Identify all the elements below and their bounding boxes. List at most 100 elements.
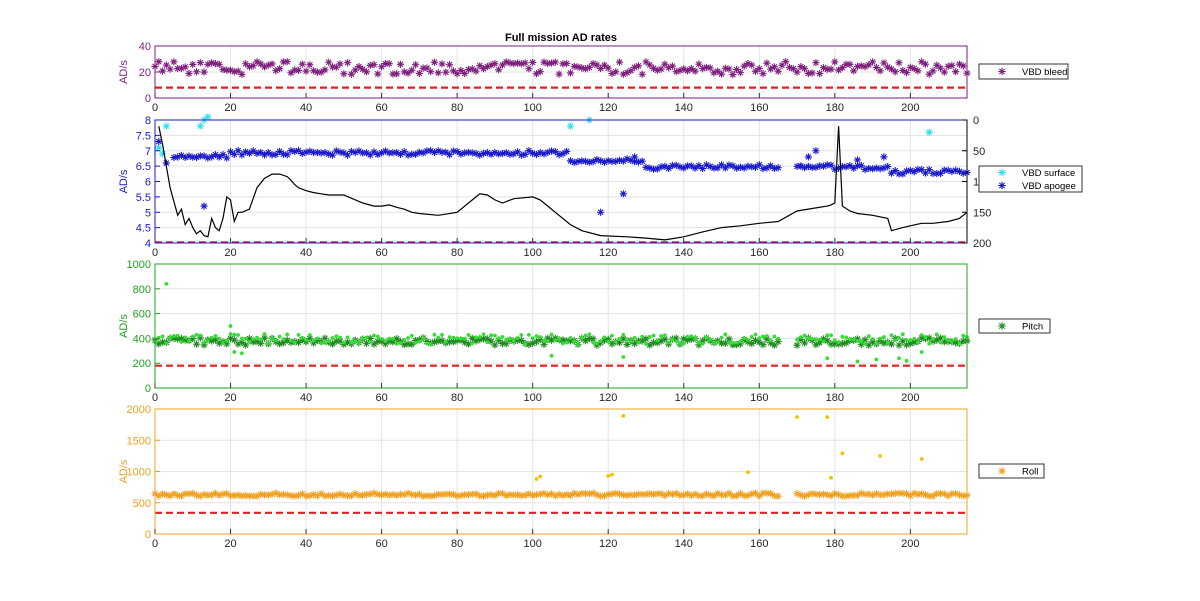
- data-point: [272, 67, 280, 75]
- data-point: [801, 339, 809, 347]
- data-point: [393, 148, 401, 157]
- data-point: [952, 166, 960, 174]
- data-point: [449, 147, 457, 155]
- data-point: [887, 169, 896, 177]
- data-point: [453, 147, 461, 156]
- data-point: [600, 61, 609, 69]
- data-point: [923, 335, 928, 340]
- data-point: [181, 153, 189, 162]
- data-point: [661, 60, 669, 68]
- data-point: [277, 334, 282, 339]
- data-point: [934, 332, 939, 337]
- data-point: [317, 489, 325, 498]
- data-point: [264, 149, 272, 157]
- data-point: [427, 68, 435, 76]
- data-point: [895, 59, 903, 67]
- data-point: [910, 64, 918, 73]
- data-point: [459, 336, 463, 341]
- data-point: [315, 336, 320, 341]
- data-point: [298, 149, 306, 158]
- data-point: [517, 60, 525, 68]
- data-point: [593, 155, 601, 164]
- data-point: [285, 332, 290, 337]
- data-point: [563, 59, 571, 68]
- data-point: [767, 339, 775, 347]
- data-point: [691, 490, 699, 498]
- data-point: [168, 335, 173, 340]
- data-point: [506, 150, 514, 158]
- data-point: [593, 61, 601, 69]
- data-point: [464, 491, 473, 499]
- data-point: [525, 147, 533, 155]
- data-point: [521, 59, 529, 67]
- data-point: [217, 336, 222, 341]
- data-point: [736, 69, 744, 77]
- y-tick-label: 1500: [127, 435, 151, 447]
- data-point: [242, 341, 250, 349]
- data-point: [510, 491, 518, 499]
- data-point: [529, 491, 537, 500]
- data-point: [306, 147, 314, 155]
- data-point: [952, 339, 960, 347]
- data-point: [612, 157, 620, 165]
- data-point: [378, 149, 386, 157]
- data-point: [621, 413, 626, 418]
- data-point: [578, 157, 586, 165]
- data-point: [472, 490, 480, 498]
- data-point: [547, 59, 556, 67]
- data-point: [755, 338, 763, 346]
- data-point: [642, 490, 650, 498]
- data-point: [379, 337, 384, 341]
- data-point: [487, 61, 495, 69]
- data-point: [521, 150, 529, 159]
- data-point: [415, 69, 423, 78]
- data-point: [219, 490, 227, 498]
- data-point: [389, 149, 397, 157]
- data-point: [468, 334, 476, 342]
- data-point: [445, 61, 454, 69]
- data-point: [162, 122, 170, 130]
- x-tick-label: 60: [375, 102, 387, 114]
- y-tick-label: 4.5: [136, 223, 151, 235]
- data-point: [910, 489, 918, 497]
- data-point: [289, 338, 293, 343]
- data-point: [542, 338, 546, 343]
- data-point: [513, 336, 522, 344]
- data-point: [699, 492, 707, 500]
- data-point: [566, 122, 575, 130]
- data-point: [604, 335, 612, 343]
- data-point: [213, 334, 218, 338]
- data-point: [434, 69, 442, 77]
- x-tick-label: 80: [451, 102, 463, 114]
- data-point: [795, 337, 799, 342]
- data-point: [936, 169, 945, 177]
- data-point: [525, 490, 533, 498]
- data-point: [204, 60, 212, 68]
- data-point: [385, 149, 393, 157]
- data-point: [270, 336, 274, 341]
- data-point: [912, 336, 917, 341]
- data-point: [415, 148, 423, 156]
- data-point: [767, 162, 775, 170]
- data-point: [389, 70, 397, 78]
- data-point: [725, 489, 733, 497]
- data-point: [164, 341, 169, 346]
- data-point: [927, 341, 932, 346]
- data-point: [273, 338, 278, 343]
- data-point: [570, 62, 578, 70]
- data-point: [236, 333, 240, 337]
- data-point: [725, 65, 733, 73]
- data-series: [151, 58, 971, 89]
- data-point: [665, 64, 673, 72]
- data-point: [574, 63, 582, 71]
- data-point: [204, 154, 212, 162]
- data-point: [610, 333, 614, 338]
- data-point: [549, 332, 554, 337]
- data-point: [464, 148, 473, 156]
- data-point: [228, 324, 233, 328]
- data-point: [632, 335, 637, 340]
- data-point: [689, 334, 694, 339]
- data-point: [723, 332, 728, 337]
- data-point: [205, 338, 210, 343]
- data-point: [200, 152, 208, 160]
